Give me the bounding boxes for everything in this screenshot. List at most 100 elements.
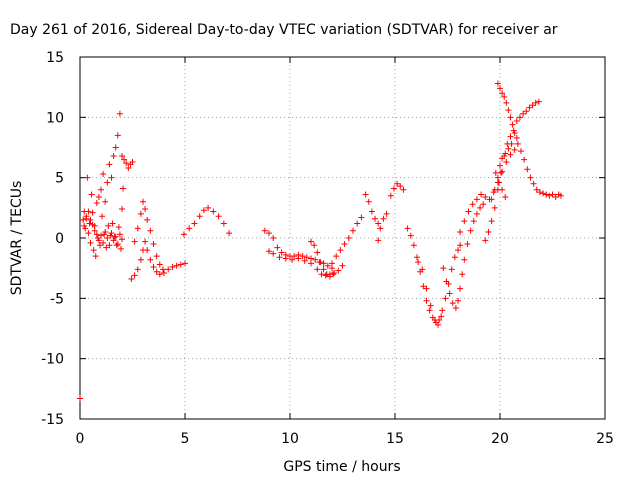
series-arc-3: [180, 204, 233, 238]
data-point: [330, 271, 337, 278]
y-tick-label: 10: [46, 110, 64, 126]
data-point: [120, 185, 127, 192]
data-point: [465, 208, 472, 215]
data-point: [505, 107, 512, 114]
data-point: [278, 249, 285, 256]
data-point: [482, 193, 489, 200]
data-point: [95, 193, 102, 200]
data-point: [473, 210, 480, 217]
y-tick-label: -15: [41, 412, 64, 428]
data-point: [320, 260, 327, 267]
data-point: [501, 93, 508, 100]
data-point: [89, 221, 96, 228]
data-point: [153, 268, 160, 275]
data-point: [323, 271, 330, 278]
data-point: [520, 110, 527, 117]
data-point: [499, 155, 506, 162]
data-point: [482, 237, 489, 244]
data-point: [303, 254, 310, 261]
data-point: [467, 227, 474, 234]
data-point: [509, 121, 516, 128]
series-dip-c: [440, 201, 487, 311]
data-point: [415, 259, 422, 266]
data-point: [469, 201, 476, 208]
series-early-rise: [119, 152, 136, 172]
data-point: [461, 256, 468, 263]
data-point: [455, 297, 461, 304]
data-point: [523, 108, 530, 115]
series-peak-15: [387, 180, 407, 199]
data-point: [220, 220, 227, 227]
data-point: [116, 110, 123, 117]
data-point: [98, 186, 104, 193]
data-point: [128, 276, 135, 283]
data-point: [339, 262, 346, 269]
data-point: [527, 174, 534, 181]
data-point: [446, 290, 453, 297]
series-arc-2: [131, 198, 166, 273]
data-point: [104, 235, 111, 241]
data-point: [511, 146, 518, 153]
series-early-scatter-b: [81, 208, 125, 249]
data-point: [497, 162, 503, 169]
data-point: [530, 180, 537, 187]
data-point: [461, 218, 468, 225]
data-point: [494, 174, 501, 181]
data-point: [380, 215, 387, 222]
data-point: [114, 241, 121, 248]
data-point: [502, 193, 509, 200]
data-point: [546, 192, 553, 199]
data-point: [452, 304, 459, 311]
series-early-scatter-a: [80, 110, 127, 260]
data-point: [365, 198, 372, 205]
data-point: [320, 266, 327, 273]
data-point: [104, 179, 111, 186]
y-tick-label: -5: [50, 291, 64, 307]
data-point: [119, 152, 125, 159]
data-point: [507, 133, 514, 140]
data-point: [549, 191, 556, 198]
data-point: [150, 263, 157, 270]
data-point: [470, 218, 477, 225]
series-high-a: [494, 80, 520, 141]
data-point: [210, 208, 217, 215]
data-point: [314, 249, 321, 256]
data-point: [83, 215, 90, 222]
data-point: [375, 237, 382, 244]
data-point: [106, 161, 113, 168]
series-climb-a: [457, 146, 518, 235]
data-point: [514, 140, 521, 147]
y-tick-label: -10: [41, 352, 64, 368]
data-point: [266, 248, 272, 255]
data-point: [439, 307, 446, 314]
data-point: [507, 151, 514, 158]
x-tick-label: 0: [76, 431, 85, 447]
data-point: [159, 266, 166, 273]
data-point: [394, 180, 401, 187]
data-point: [521, 156, 528, 163]
data-point: [488, 218, 495, 225]
data-point: [448, 266, 455, 273]
data-point: [503, 158, 510, 165]
data-point: [92, 253, 99, 260]
data-point: [311, 242, 318, 249]
data-point: [497, 85, 503, 92]
data-point: [473, 196, 480, 203]
data-point: [91, 227, 98, 234]
data-point: [400, 186, 407, 193]
data-point: [108, 230, 115, 237]
data-point: [131, 272, 138, 279]
data-point: [129, 158, 136, 165]
data-point: [511, 130, 518, 137]
data-point: [457, 228, 464, 235]
data-point: [407, 232, 414, 239]
data-point: [442, 295, 449, 302]
data-point: [100, 239, 107, 246]
data-point: [270, 250, 277, 257]
data-point: [491, 204, 498, 211]
data-point: [156, 271, 163, 278]
data-point: [299, 253, 306, 260]
data-point: [499, 168, 506, 175]
data-point: [516, 114, 523, 121]
